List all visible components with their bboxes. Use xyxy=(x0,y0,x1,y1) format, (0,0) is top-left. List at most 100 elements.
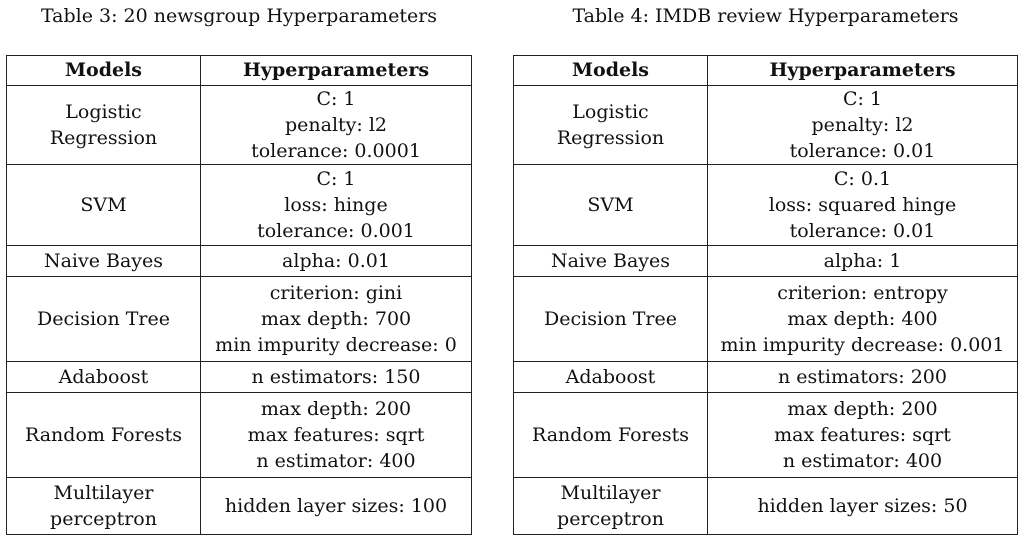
model-name-line: perceptron xyxy=(50,508,157,530)
table-header-row: Models Hyperparameters xyxy=(6,55,472,86)
model-cell: Random Forests xyxy=(513,392,708,478)
model-cell: Logistic Regression xyxy=(6,85,201,165)
param-line: tolerance: 0.0001 xyxy=(251,140,421,162)
hyperparameter-table: Models Hyperparameters Logistic Regressi… xyxy=(6,55,472,535)
model-cell: Adaboost xyxy=(6,361,201,393)
table-row: Logistic Regression C: 1 penalty: l2 tol… xyxy=(513,85,1018,165)
param-line: loss: hinge xyxy=(284,194,388,216)
param-line: C: 1 xyxy=(842,88,883,110)
table-caption: Table 3: 20 newsgroup Hyperparameters xyxy=(40,5,438,27)
param-line: criterion: entropy xyxy=(777,282,948,304)
model-cell: Random Forests xyxy=(6,392,201,478)
model-name-line: Multilayer xyxy=(560,482,661,504)
params-cell: C: 1 penalty: l2 tolerance: 0.01 xyxy=(707,85,1018,165)
param-line: max depth: 200 xyxy=(787,398,938,420)
params-cell: alpha: 0.01 xyxy=(200,245,472,277)
param-line: min impurity decrease: 0 xyxy=(215,334,457,356)
param-line: tolerance: 0.001 xyxy=(257,220,415,242)
table-row: SVM C: 0.1 loss: squared hinge tolerance… xyxy=(513,164,1018,246)
model-cell: Multilayer perceptron xyxy=(6,477,201,535)
param-line: max features: sqrt xyxy=(774,424,951,446)
params-cell: C: 1 loss: hinge tolerance: 0.001 xyxy=(200,164,472,246)
params-cell: alpha: 1 xyxy=(707,245,1018,277)
table-row: Random Forests max depth: 200 max featur… xyxy=(513,392,1018,478)
param-line: tolerance: 0.01 xyxy=(789,140,936,162)
param-line: penalty: l2 xyxy=(284,114,388,136)
model-name-line: Random Forests xyxy=(24,424,182,446)
params-cell: C: 0.1 loss: squared hinge tolerance: 0.… xyxy=(707,164,1018,246)
params-cell: max depth: 200 max features: sqrt n esti… xyxy=(200,392,472,478)
model-name-line: Adaboost xyxy=(58,366,149,388)
param-line: hidden layer sizes: 50 xyxy=(757,495,968,517)
param-line: C: 1 xyxy=(316,88,356,110)
param-line: n estimators: 150 xyxy=(251,366,421,388)
table-row: Decision Tree criterion: entropy max dep… xyxy=(513,276,1018,362)
model-cell: Adaboost xyxy=(513,361,708,393)
table-header-row: Models Hyperparameters xyxy=(513,55,1018,86)
table-row: Multilayer perceptron hidden layer sizes… xyxy=(513,477,1018,535)
table-row: Multilayer perceptron hidden layer sizes… xyxy=(6,477,472,535)
param-line: max depth: 700 xyxy=(260,308,412,330)
model-cell: Naive Bayes xyxy=(6,245,201,277)
param-line: penalty: l2 xyxy=(811,114,914,136)
model-cell: Decision Tree xyxy=(513,276,708,362)
param-line: max depth: 200 xyxy=(260,398,412,420)
model-cell: Logistic Regression xyxy=(513,85,708,165)
table-row: Random Forests max depth: 200 max featur… xyxy=(6,392,472,478)
column-header-hyperparameters: Hyperparameters xyxy=(707,55,1018,86)
params-cell: C: 1 penalty: l2 tolerance: 0.0001 xyxy=(200,85,472,165)
model-cell: SVM xyxy=(6,164,201,246)
param-line: n estimator: 400 xyxy=(256,450,416,472)
param-line: alpha: 1 xyxy=(823,250,902,272)
model-name-line: SVM xyxy=(80,194,127,216)
param-line: tolerance: 0.01 xyxy=(789,220,936,242)
param-line: alpha: 0.01 xyxy=(282,250,390,272)
params-cell: criterion: gini max depth: 700 min impur… xyxy=(200,276,472,362)
table-row: Naive Bayes alpha: 0.01 xyxy=(6,245,472,277)
model-name-line: Random Forests xyxy=(531,424,689,446)
model-name-line: perceptron xyxy=(557,508,664,530)
params-cell: max depth: 200 max features: sqrt n esti… xyxy=(707,392,1018,478)
model-name-line: Regression xyxy=(556,127,665,149)
param-line: max depth: 400 xyxy=(787,308,938,330)
table-row: Adaboost n estimators: 200 xyxy=(513,361,1018,393)
model-cell: SVM xyxy=(513,164,708,246)
column-header-models: Models xyxy=(513,55,708,86)
table-3-block: Table 3: 20 newsgroup Hyperparameters Mo… xyxy=(6,0,472,535)
param-line: n estimator: 400 xyxy=(782,450,943,472)
model-name-line: Multilayer xyxy=(53,482,154,504)
table-row: SVM C: 1 loss: hinge tolerance: 0.001 xyxy=(6,164,472,246)
column-header-models: Models xyxy=(6,55,201,86)
table-row: Naive Bayes alpha: 1 xyxy=(513,245,1018,277)
table-caption: Table 4: IMDB review Hyperparameters xyxy=(572,5,959,27)
hyperparameter-table: Models Hyperparameters Logistic Regressi… xyxy=(513,55,1018,535)
params-cell: n estimators: 150 xyxy=(200,361,472,393)
table-4-block: Table 4: IMDB review Hyperparameters Mod… xyxy=(513,0,1018,535)
param-line: C: 0.1 xyxy=(833,168,892,190)
model-name-line: Logistic xyxy=(572,101,649,123)
model-name-line: Regression xyxy=(49,127,158,149)
param-line: C: 1 xyxy=(316,168,356,190)
model-name-line: Decision Tree xyxy=(544,308,677,330)
param-line: n estimators: 200 xyxy=(778,366,947,388)
params-cell: hidden layer sizes: 50 xyxy=(707,477,1018,535)
params-cell: n estimators: 200 xyxy=(707,361,1018,393)
model-name-line: Naive Bayes xyxy=(43,250,164,272)
param-line: loss: squared hinge xyxy=(768,194,957,216)
model-name-line: SVM xyxy=(587,194,634,216)
params-cell: hidden layer sizes: 100 xyxy=(200,477,472,535)
param-line: max features: sqrt xyxy=(247,424,425,446)
column-header-hyperparameters: Hyperparameters xyxy=(200,55,472,86)
param-line: criterion: gini xyxy=(269,282,403,304)
model-name-line: Decision Tree xyxy=(37,308,170,330)
model-name-line: Adaboost xyxy=(565,366,656,388)
model-name-line: Logistic xyxy=(65,101,142,123)
model-cell: Naive Bayes xyxy=(513,245,708,277)
model-cell: Multilayer perceptron xyxy=(513,477,708,535)
param-line: hidden layer sizes: 100 xyxy=(224,495,448,517)
param-line: min impurity decrease: 0.001 xyxy=(720,334,1005,356)
model-cell: Decision Tree xyxy=(6,276,201,362)
table-row: Logistic Regression C: 1 penalty: l2 tol… xyxy=(6,85,472,165)
table-row: Decision Tree criterion: gini max depth:… xyxy=(6,276,472,362)
table-row: Adaboost n estimators: 150 xyxy=(6,361,472,393)
